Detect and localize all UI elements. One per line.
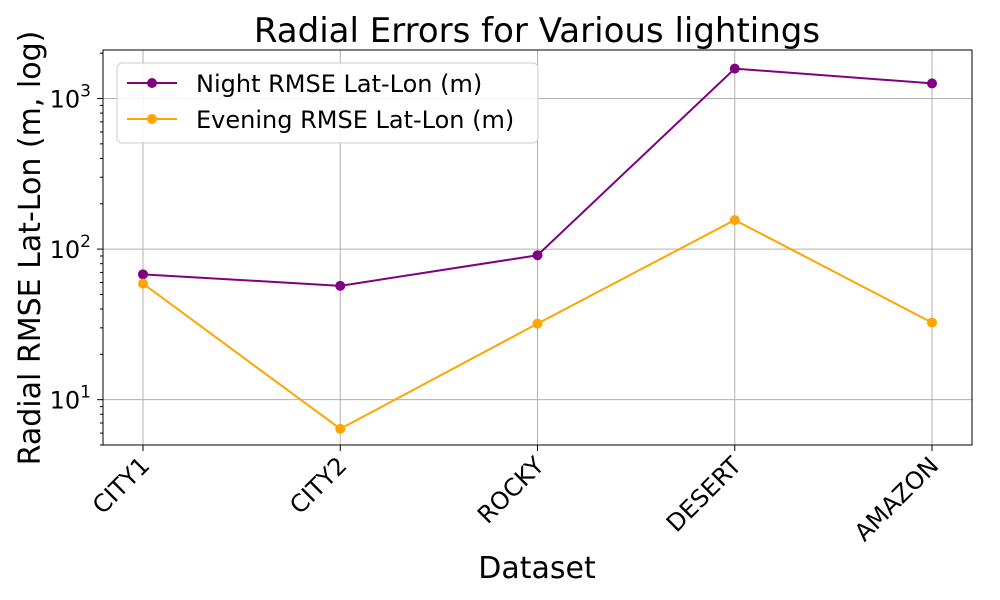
data-point [335, 280, 346, 291]
y-tick-label: 103 [50, 82, 91, 114]
data-point [927, 78, 937, 89]
y-axis-label: Radial RMSE Lat-Lon (m, log) [13, 31, 48, 466]
data-point [532, 250, 543, 261]
data-point [729, 215, 740, 226]
data-point [729, 63, 740, 74]
legend-swatch-marker [147, 78, 157, 88]
data-point [138, 278, 148, 289]
legend: Night RMSE Lat-Lon (m) Evening RMSE Lat-L… [116, 62, 539, 144]
data-point [335, 423, 346, 434]
chart-title: Radial Errors for Various lightings [254, 11, 820, 51]
legend-swatch-marker [147, 114, 157, 124]
x-axis-label: Dataset [478, 551, 596, 586]
data-point [927, 317, 937, 328]
data-point [532, 318, 543, 329]
legend-box [116, 62, 539, 144]
legend-label: Evening RMSE Lat-Lon (m) [196, 106, 514, 134]
y-tick-label: 101 [50, 383, 91, 415]
y-tick-label: 102 [50, 232, 91, 264]
data-point [138, 269, 148, 280]
legend-label: Night RMSE Lat-Lon (m) [196, 70, 482, 98]
series-layer [138, 63, 937, 434]
